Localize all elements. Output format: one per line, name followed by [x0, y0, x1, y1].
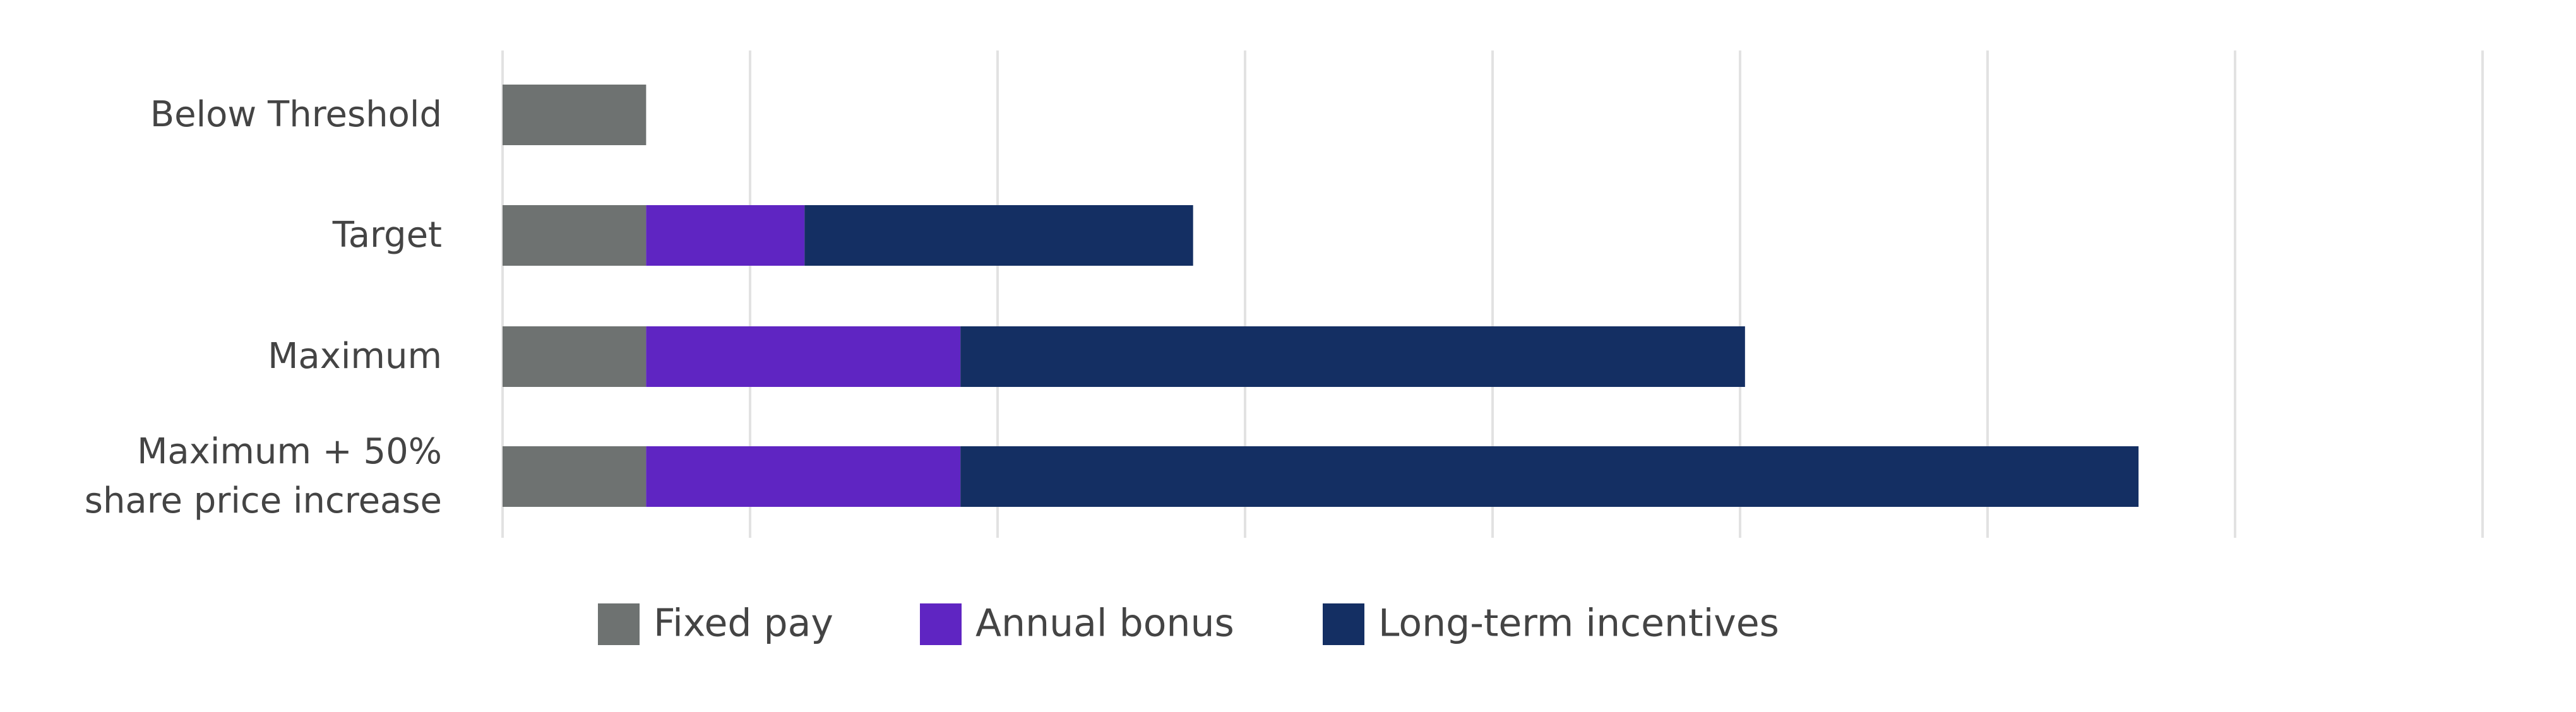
bar-segment [646, 205, 805, 266]
legend-label: Long-term incentives [1378, 602, 1779, 646]
bar-segment [646, 446, 961, 507]
y-tick-label: Maximum + 50% share price increase [84, 431, 442, 521]
legend-label: Fixed pay [653, 602, 833, 646]
bar-segment [503, 85, 647, 145]
bar-segment [503, 326, 647, 387]
y-tick-label: Below Threshold [150, 94, 442, 135]
y-tick-label: Maximum [268, 336, 442, 377]
legend-swatch [1323, 603, 1364, 645]
bar-segment [960, 446, 2139, 507]
y-tick-label: Target [332, 215, 442, 256]
bar-segment [804, 205, 1193, 266]
bar-segment [503, 446, 647, 507]
legend-swatch [920, 603, 962, 645]
bar-segment [503, 205, 647, 266]
bar-segment [646, 326, 961, 387]
legend-swatch [598, 603, 640, 645]
legend-label: Annual bonus [975, 602, 1234, 646]
bar-segment [960, 326, 1745, 387]
